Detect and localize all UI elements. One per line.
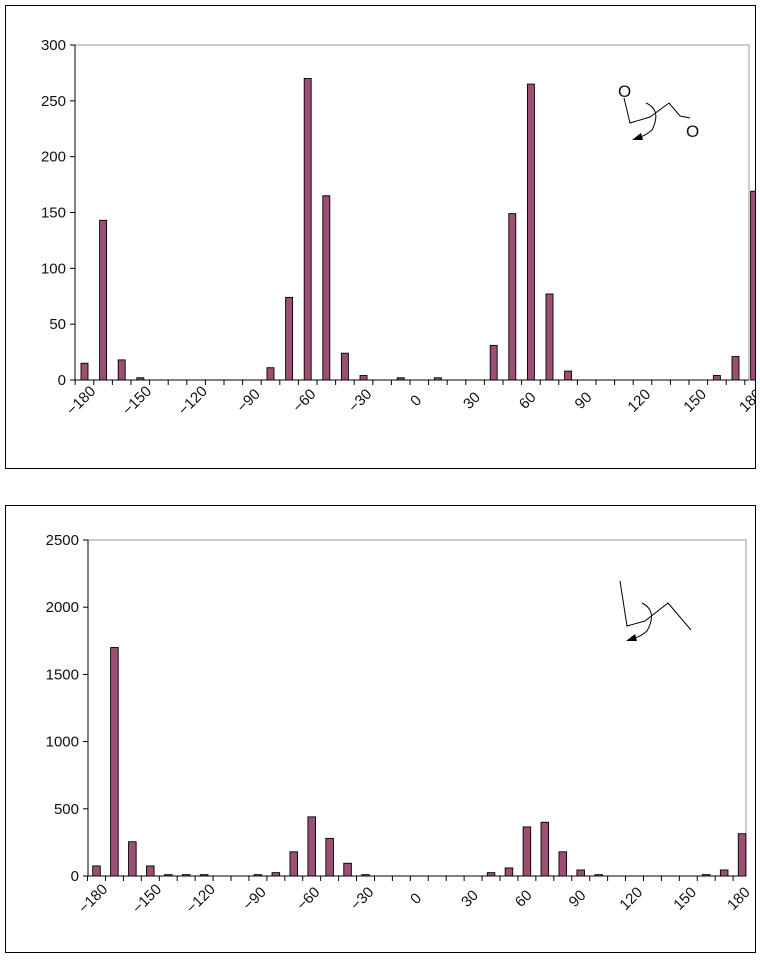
chart-panel-top: 0 50 100 150 200 250 300 −180 −150 −120 −90 −60 −30 0… (5, 5, 756, 469)
rotation-arrow (627, 602, 652, 641)
x-tick-label: 60 (512, 887, 536, 911)
x-tick-label: −60 (290, 386, 320, 416)
bar (322, 195, 331, 381)
bar (163, 874, 173, 877)
bar (396, 377, 405, 381)
oxygen-label: O (686, 122, 699, 141)
arrow-head (626, 634, 637, 641)
bar (307, 816, 316, 877)
x-tick-label: 60 (516, 389, 540, 413)
y-tick-label: 50 (49, 316, 66, 333)
oxygen-label: O (618, 82, 631, 101)
bar (271, 872, 281, 877)
bar (564, 370, 573, 381)
y-tick-label: 250 (41, 93, 66, 110)
y-tick-label: 300 (41, 37, 66, 54)
bar (719, 869, 729, 877)
bar (576, 869, 585, 877)
bar (128, 841, 137, 877)
bar (504, 867, 514, 877)
bar (181, 874, 191, 877)
y-tick-label: 0 (71, 868, 79, 885)
x-tick-label: −30 (345, 386, 375, 416)
bar (508, 213, 517, 381)
y-tick-label: 1500 (46, 666, 79, 683)
bar (266, 367, 275, 381)
bar (361, 874, 370, 877)
bar (325, 837, 334, 877)
x-tick-label: −150 (129, 881, 165, 917)
molecule-inset (619, 580, 692, 641)
y-tick-label: 100 (41, 260, 66, 277)
bar (731, 356, 740, 381)
bar (99, 219, 108, 381)
molecule-inset: OO (618, 82, 699, 141)
bar (737, 833, 747, 877)
x-tick-label: −180 (63, 383, 99, 419)
chart-top: 0 50 100 150 200 250 300 −180 −150 −120 −90 −60 −30 0… (41, 37, 755, 419)
bar (526, 83, 535, 381)
x-tick-label: 150 (670, 884, 700, 914)
bar (199, 874, 209, 877)
bar (359, 375, 368, 381)
bar (146, 865, 155, 877)
x-tick-label: 150 (680, 386, 710, 416)
bar (303, 78, 312, 381)
x-tick-label: 30 (458, 887, 482, 911)
bar (489, 344, 498, 381)
chart-panel-bottom: 0 500 1000 1500 2000 2500 −180 −150 −120 −90 −60 −3… (5, 505, 756, 953)
plot-area (87, 539, 747, 877)
x-tick-label: 180 (736, 386, 755, 416)
x-tick-label: 30 (460, 389, 484, 413)
plot-area (74, 44, 750, 381)
bar (545, 293, 554, 381)
y-tick-label: 200 (41, 149, 66, 166)
x-tick-label: 0 (407, 392, 425, 410)
molecule-bonds (619, 580, 692, 631)
x-tick-label: −150 (119, 383, 155, 419)
x-tick-label: −180 (75, 881, 111, 917)
bar (285, 296, 294, 381)
bar (750, 190, 755, 381)
x-tick-label: −120 (175, 383, 211, 419)
arrow-head (632, 133, 643, 140)
bar (712, 375, 721, 381)
y-tick-label: 2500 (46, 532, 79, 549)
bar (522, 826, 532, 877)
x-tick-label: 120 (624, 386, 654, 416)
bar (117, 359, 126, 381)
bar (92, 865, 101, 877)
bar (136, 377, 145, 381)
x-tick-label: −90 (240, 884, 270, 914)
y-tick-label: 0 (58, 372, 66, 389)
y-tick-label: 500 (54, 801, 79, 818)
x-tick-label: 180 (724, 884, 754, 914)
y-tick-label: 2000 (46, 599, 79, 616)
molecule-bonds (623, 97, 691, 124)
bar (110, 647, 119, 877)
bar (486, 872, 496, 877)
y-tick-label: 1000 (46, 734, 79, 751)
bar (540, 821, 550, 877)
bar (701, 874, 711, 877)
bar (289, 851, 299, 877)
bar (253, 874, 263, 877)
y-tick-label: 150 (41, 205, 66, 222)
bar (340, 352, 349, 381)
x-tick-label: 90 (566, 887, 590, 911)
bar (558, 851, 568, 877)
x-tick-label: −120 (183, 881, 219, 917)
x-tick-label: −60 (294, 884, 324, 914)
x-tick-label: 120 (616, 884, 646, 914)
x-tick-label: −90 (234, 386, 264, 416)
x-tick-label: 0 (407, 890, 425, 908)
bar (594, 874, 603, 877)
x-tick-label: −30 (347, 884, 377, 914)
bar (80, 362, 89, 381)
bar (433, 377, 442, 381)
bar (343, 862, 352, 877)
x-tick-label: 90 (572, 389, 596, 413)
